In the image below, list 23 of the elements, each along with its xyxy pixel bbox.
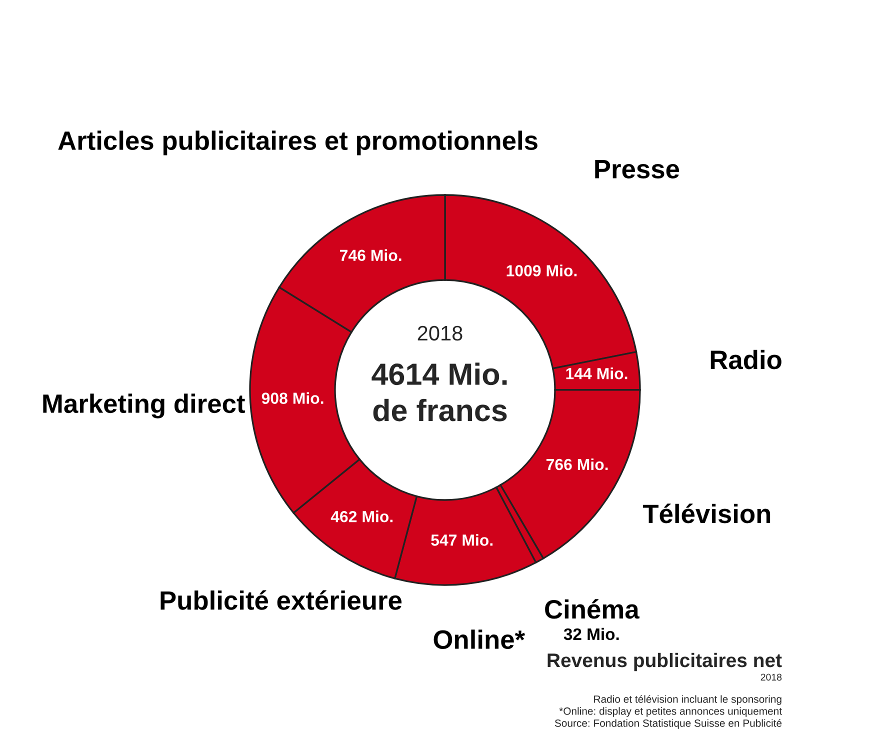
slice-label: Articles publicitaires et promotionnels: [58, 130, 538, 156]
data-label: 746 Mio.: [340, 249, 402, 262]
data-label: 547 Mio.: [431, 534, 493, 546]
text: 2018: [418, 326, 462, 341]
text: 4614 Mio. de francs: [372, 362, 507, 422]
slice-label: Radio: [710, 350, 782, 370]
text: Revenus publicitaires net: [548, 652, 782, 672]
text: Radio et télévision incluant le sponsoring: [594, 695, 782, 705]
source-note: Source: Fondation Statistique Suisse en Publicité: [554, 719, 782, 729]
data-label: 144 Mio.: [566, 368, 628, 380]
data-label: 766 Mio.: [546, 458, 608, 470]
data-label: 462 Mio.: [330, 510, 393, 522]
text: 2018: [760, 674, 782, 681]
slice-label: Marketing direct: [43, 394, 245, 418]
data-label: 32 Mio.: [564, 628, 619, 640]
slice-label: Télévision: [642, 504, 770, 524]
data-label: 908 Mio.: [262, 392, 324, 404]
text: *Online: display et petites annonces uniquement: [559, 707, 782, 717]
slice-label: Cinéma: [545, 599, 640, 619]
slice-label: Online*: [434, 630, 526, 649]
slice-label: Presse: [595, 160, 680, 178]
data-label: 1009 Mio.: [506, 264, 577, 276]
slice-label: Publicité extérieure: [160, 590, 402, 610]
